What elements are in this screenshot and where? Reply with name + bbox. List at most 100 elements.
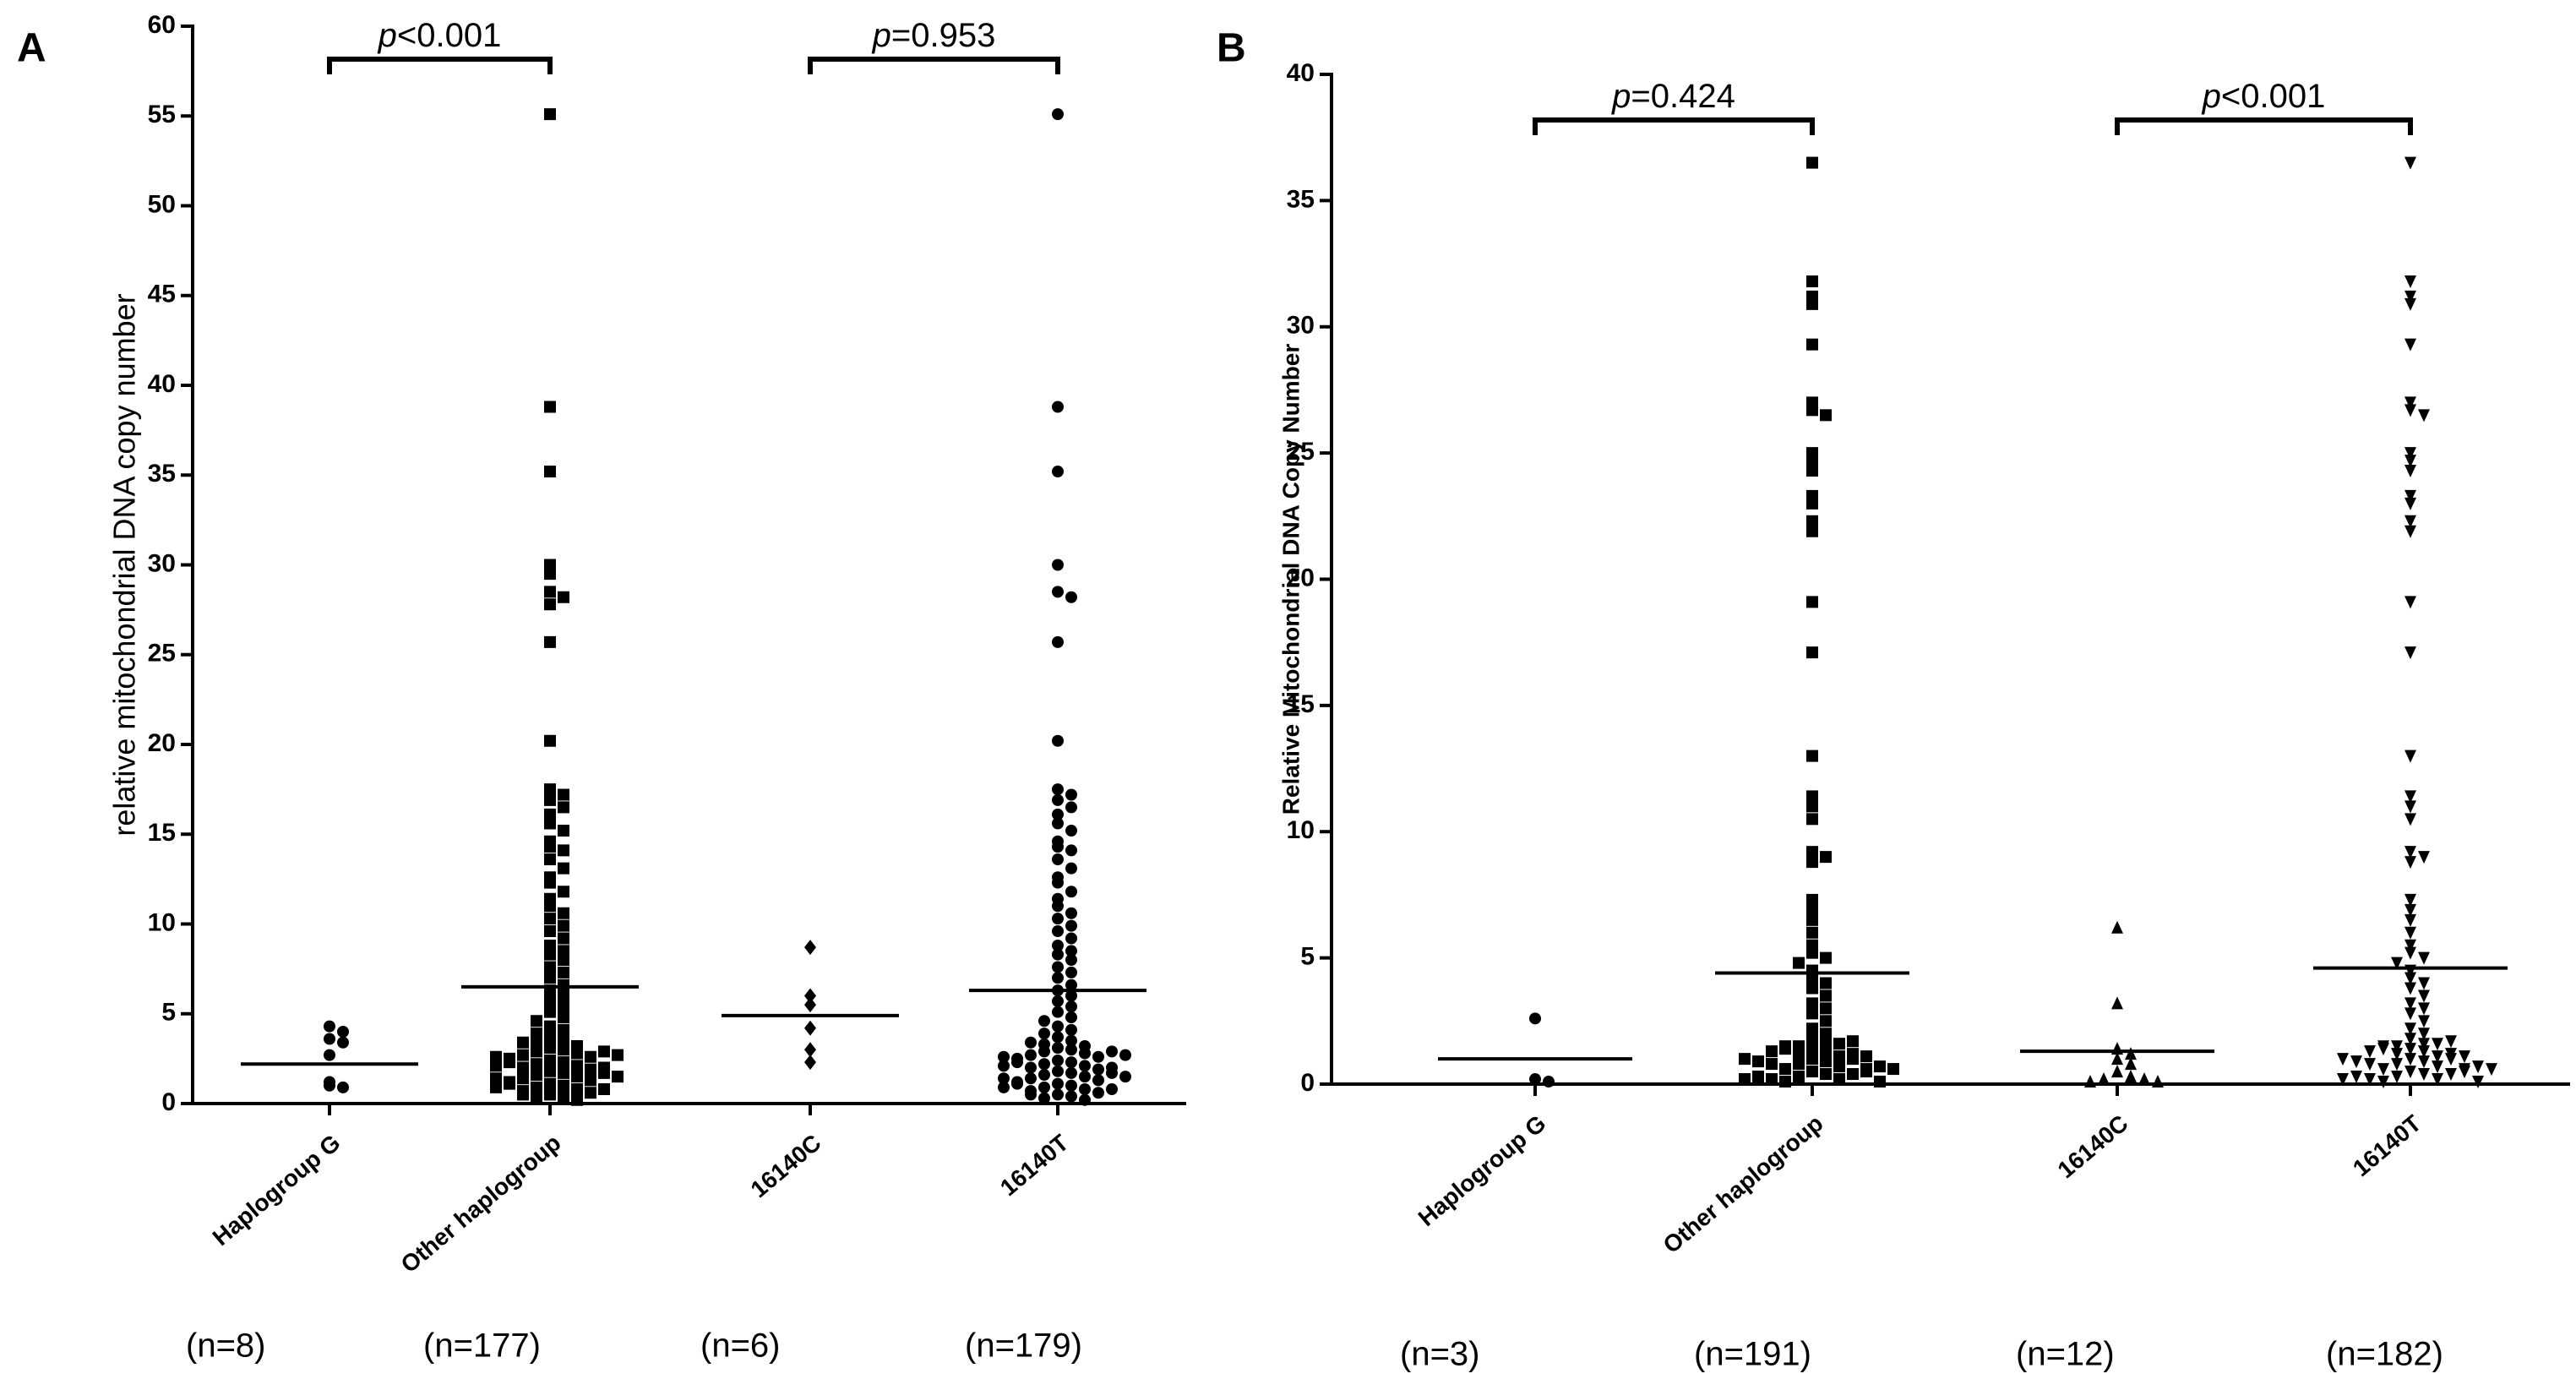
data-point: [2404, 982, 2416, 995]
data-point: [490, 1081, 502, 1093]
data-point: [2404, 939, 2416, 952]
data-point: [558, 801, 569, 814]
data-point: [558, 788, 569, 801]
data-point: [2152, 1075, 2164, 1088]
data-point: [2418, 1068, 2430, 1082]
data-point: [1052, 817, 1064, 830]
data-point: [1038, 1069, 1050, 1081]
data-point: [1052, 734, 1064, 747]
data-point: [1106, 1066, 1118, 1079]
data-point: [2391, 1040, 2403, 1054]
group-count: (n=12): [2016, 1336, 2115, 1373]
data-point: [1052, 1065, 1064, 1077]
data-point: [531, 1015, 542, 1028]
data-point: [544, 961, 556, 973]
data-point: [2404, 596, 2416, 609]
data-point: [1052, 1006, 1064, 1018]
p-symbol: p: [1611, 78, 1631, 115]
y-tick-label: 15: [148, 819, 176, 847]
data-point: [558, 907, 569, 919]
data-point: [1038, 1015, 1050, 1028]
data-point: [544, 925, 556, 937]
data-point: [2404, 1066, 2416, 1079]
data-point: [2377, 1076, 2389, 1089]
data-point: [598, 1066, 610, 1079]
data-point: [1806, 275, 1818, 287]
y-tick-label: 25: [148, 640, 176, 668]
data-point: [1052, 1031, 1064, 1044]
data-point: [558, 1079, 569, 1092]
data-point: [1065, 801, 1077, 814]
significance-bracket: [808, 57, 1060, 74]
data-point: [1065, 886, 1077, 898]
data-point: [1779, 1076, 1791, 1088]
data-point: [2404, 1007, 2416, 1021]
data-point: [558, 844, 569, 857]
data-point: [1806, 1043, 1818, 1055]
data-point: [544, 913, 556, 925]
data-point: [544, 900, 556, 913]
data-point: [2377, 1040, 2389, 1054]
data-point: [1833, 1050, 1845, 1063]
group-count: (n=191): [1694, 1336, 1811, 1373]
data-point: [490, 1072, 502, 1085]
data-point: [1079, 1093, 1091, 1106]
data-point: [2404, 338, 2416, 352]
data-point: [998, 1072, 1010, 1085]
data-point: [1820, 977, 1832, 989]
data-point: [324, 1033, 335, 1045]
data-point: [571, 1071, 583, 1083]
data-point: [2111, 920, 2123, 934]
data-point: [1079, 1083, 1091, 1095]
data-point: [2432, 1050, 2443, 1064]
data-point: [544, 948, 556, 961]
data-point: [2418, 1055, 2430, 1069]
y-tick-label: 60: [148, 11, 176, 39]
data-point: [1065, 1090, 1077, 1103]
data-point: [558, 978, 569, 991]
data-point: [1793, 1071, 1805, 1083]
data-point: [2418, 1015, 2430, 1028]
data-point: [1052, 1088, 1064, 1101]
p-value: p=0.424: [1611, 78, 1735, 115]
data-point: [1065, 966, 1077, 978]
group-count: (n=3): [1400, 1336, 1480, 1373]
data-point: [2404, 1033, 2416, 1046]
data-point: [1529, 1012, 1541, 1025]
data-point: [490, 1050, 502, 1063]
data-point: [2445, 1035, 2457, 1049]
data-point: [1052, 900, 1064, 913]
data-point: [558, 966, 569, 978]
data-point: [2377, 1063, 2389, 1077]
data-point: [598, 1083, 610, 1095]
data-point: [2337, 1053, 2349, 1066]
data-point: [2138, 1072, 2150, 1086]
data-point: [2391, 1071, 2403, 1084]
data-point: [1820, 851, 1832, 864]
y-tick-label: 20: [1287, 564, 1315, 591]
data-point: [1806, 982, 1818, 995]
data-point: [544, 841, 556, 853]
data-point: [804, 1042, 816, 1058]
data-point: [2404, 275, 2416, 288]
p-value: p<0.001: [2202, 78, 2326, 115]
data-point: [1079, 1060, 1091, 1072]
data-point: [544, 853, 556, 865]
data-point: [1065, 862, 1077, 875]
data-point: [544, 1006, 556, 1018]
panel-label: B: [1217, 26, 1246, 71]
group-count: (n=177): [423, 1327, 541, 1365]
data-point: [1065, 591, 1077, 603]
data-point: [2125, 1057, 2137, 1071]
data-point: [517, 1049, 529, 1061]
data-point: [531, 1045, 542, 1058]
data-point: [2404, 903, 2416, 917]
y-tick-label: 20: [148, 729, 176, 757]
x-tick-label: Haplogroup G: [1413, 1110, 1551, 1232]
x-tick-label: Other haplogroup: [1658, 1110, 1828, 1259]
data-point: [324, 1079, 335, 1092]
data-point: [544, 586, 556, 598]
data-point: [1052, 940, 1064, 951]
